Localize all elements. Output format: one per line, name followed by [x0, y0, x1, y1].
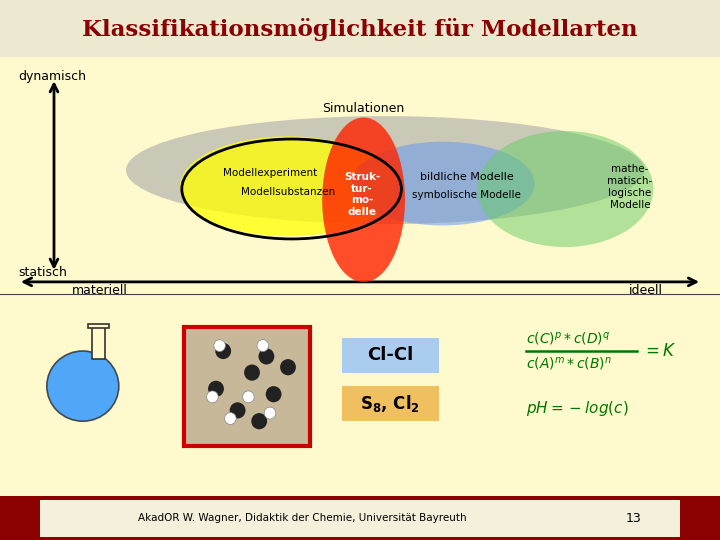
Bar	[184, 327, 310, 446]
Text: Cl-Cl: Cl-Cl	[367, 346, 413, 364]
Text: dynamisch: dynamisch	[18, 70, 86, 83]
Text: ideell: ideell	[629, 284, 662, 297]
Bar	[0, 0, 720, 57]
Ellipse shape	[244, 364, 260, 381]
Ellipse shape	[264, 407, 276, 419]
Bar	[88, 324, 109, 328]
Bar	[40, 500, 680, 537]
Bar	[92, 327, 105, 359]
Text: symbolische Modelle: symbolische Modelle	[412, 191, 521, 200]
Ellipse shape	[257, 340, 269, 352]
Text: Modellsubstanzen: Modellsubstanzen	[241, 187, 335, 197]
Text: $= K$: $= K$	[642, 342, 677, 360]
Ellipse shape	[230, 402, 246, 418]
Ellipse shape	[258, 348, 274, 364]
Ellipse shape	[225, 413, 236, 424]
Text: Klassifikationsmöglichkeit für Modellarten: Klassifikationsmöglichkeit für Modellart…	[82, 18, 638, 41]
Ellipse shape	[243, 391, 254, 403]
Text: Struk-
tur-
mo-
delle: Struk- tur- mo- delle	[344, 172, 380, 217]
Ellipse shape	[266, 386, 282, 402]
Ellipse shape	[215, 343, 231, 359]
Text: bildliche Modelle: bildliche Modelle	[420, 172, 513, 182]
Ellipse shape	[477, 131, 654, 247]
Bar	[342, 386, 439, 421]
Bar	[342, 338, 439, 373]
Bar	[0, 294, 720, 497]
Text: materiell: materiell	[72, 284, 128, 297]
Ellipse shape	[47, 351, 119, 421]
Text: Modellexperiment: Modellexperiment	[223, 168, 317, 178]
Ellipse shape	[180, 136, 396, 237]
Ellipse shape	[323, 118, 405, 282]
Ellipse shape	[207, 391, 218, 403]
Ellipse shape	[126, 116, 644, 224]
Ellipse shape	[208, 381, 224, 397]
Text: Simulationen: Simulationen	[323, 102, 405, 114]
Text: $c(C)^p * c(D)^q$: $c(C)^p * c(D)^q$	[526, 330, 610, 347]
Ellipse shape	[351, 141, 534, 226]
Ellipse shape	[280, 359, 296, 375]
Text: statisch: statisch	[18, 266, 67, 279]
Text: mathe-
matisch-
logische
Modelle: mathe- matisch- logische Modelle	[608, 164, 652, 211]
Text: 13: 13	[626, 512, 642, 525]
Ellipse shape	[251, 413, 267, 429]
Text: $pH = -log(c)$: $pH = -log(c)$	[526, 399, 629, 418]
Ellipse shape	[214, 340, 225, 352]
Bar	[0, 496, 720, 540]
Text: $c(A)^m * c(B)^n$: $c(A)^m * c(B)^n$	[526, 355, 611, 372]
Text: $\mathbf{S_8}$, $\mathbf{Cl_2}$: $\mathbf{S_8}$, $\mathbf{Cl_2}$	[360, 393, 420, 414]
Text: AkadOR W. Wagner, Didaktik der Chemie, Universität Bayreuth: AkadOR W. Wagner, Didaktik der Chemie, U…	[138, 514, 467, 523]
